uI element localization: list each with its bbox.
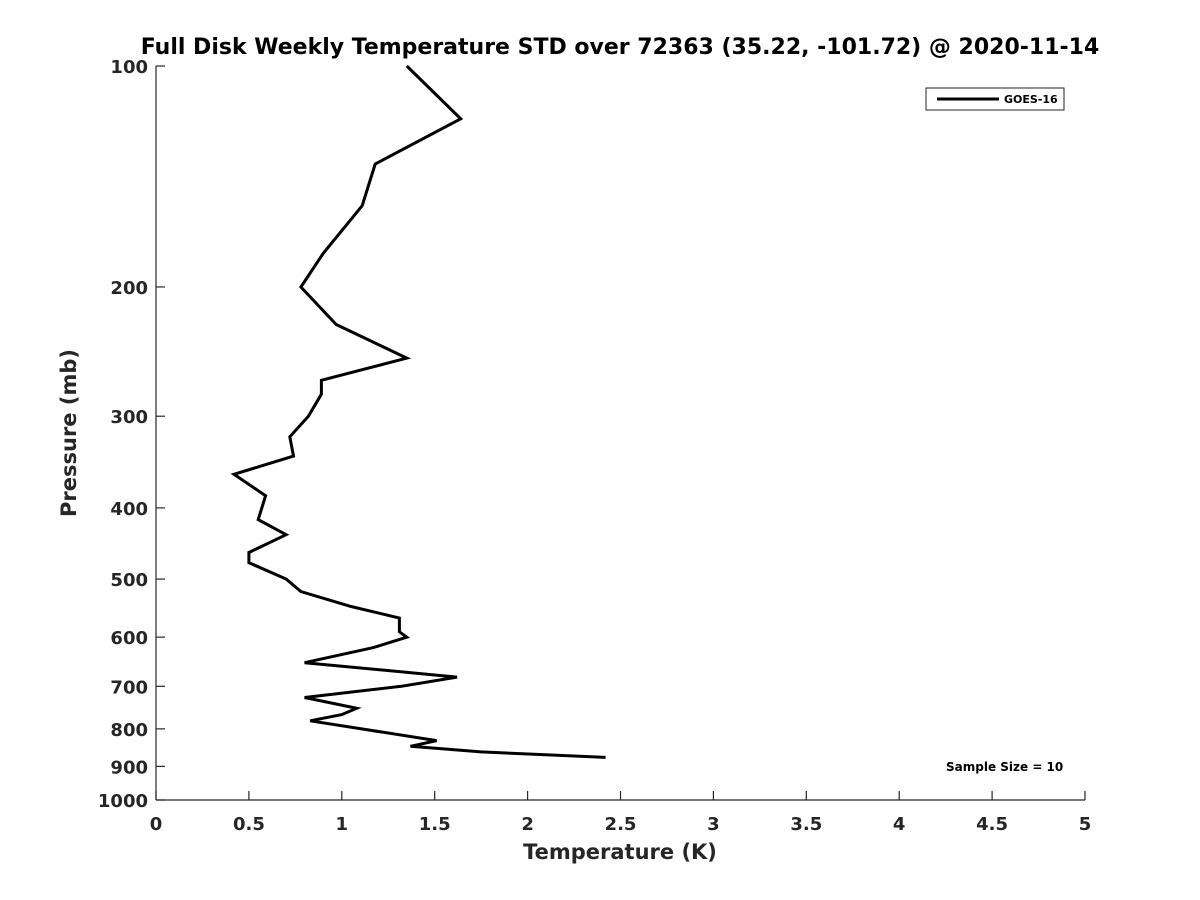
legend: GOES-16 — [925, 87, 1065, 111]
x-tick-label: 1.5 — [419, 814, 451, 835]
y-tick-label: 100 — [110, 57, 148, 78]
series-layer — [230, 64, 606, 759]
legend-label-goes-16: GOES-16 — [1004, 93, 1058, 106]
y-tick-label: 800 — [110, 720, 148, 741]
series-line-goes-16 — [230, 64, 606, 759]
x-tick-label: 4 — [893, 814, 906, 835]
x-tick-label: 0.5 — [233, 814, 265, 835]
x-tick-label: 3.5 — [790, 814, 822, 835]
sample-size-annotation: Sample Size = 10 — [946, 760, 1063, 774]
x-tick-label: 0 — [150, 814, 163, 835]
x-axis-label: Temperature (K) — [523, 840, 717, 864]
x-ticks: 0 0.5 1 1.5 2 2.5 3 3.5 4 4.5 5 — [150, 791, 1092, 835]
y-tick-label: 300 — [110, 407, 148, 428]
y-tick-label: 200 — [110, 278, 148, 299]
y-tick-label: 700 — [110, 677, 148, 698]
x-tick-label: 2 — [521, 814, 534, 835]
x-tick-label: 3 — [707, 814, 720, 835]
y-ticks: 100 200 300 400 500 600 700 800 900 1000 — [98, 57, 165, 812]
y-tick-label: 900 — [110, 757, 148, 778]
y-tick-label: 500 — [110, 570, 148, 591]
x-tick-label: 4.5 — [976, 814, 1008, 835]
y-tick-label: 400 — [110, 499, 148, 520]
y-tick-label: 600 — [110, 628, 148, 649]
y-tick-label: 1000 — [98, 791, 148, 812]
x-tick-label: 1 — [336, 814, 349, 835]
chart-title: Full Disk Weekly Temperature STD over 72… — [141, 35, 1100, 60]
y-axis-label: Pressure (mb) — [57, 349, 81, 517]
x-tick-label: 2.5 — [605, 814, 637, 835]
x-tick-label: 5 — [1079, 814, 1092, 835]
